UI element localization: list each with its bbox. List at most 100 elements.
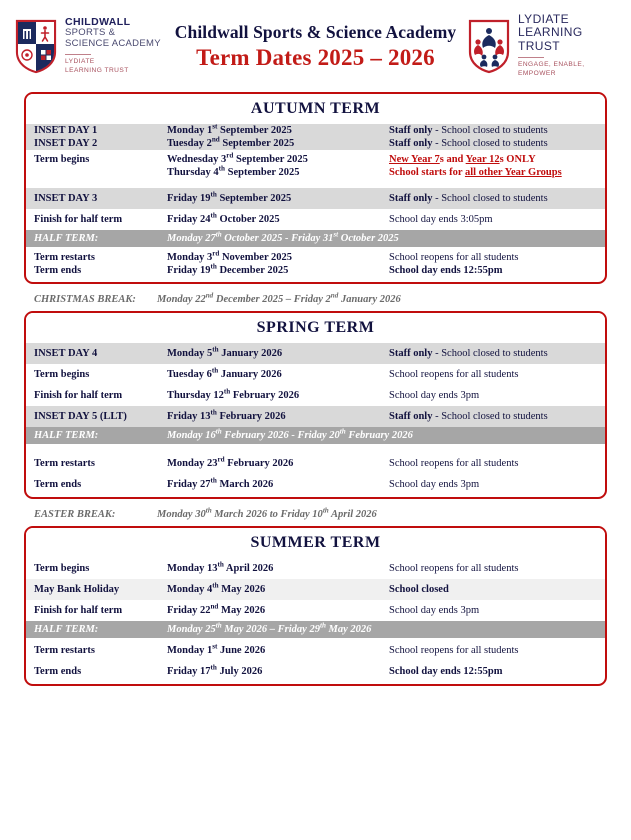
break-dates: Monday 30th March 2026 to Friday 10th Ap… <box>157 506 377 520</box>
row-label: INSET DAY 2 <box>34 138 98 149</box>
page-header: CHILDWALL SPORTS & SCIENCE ACADEMY LYDIA… <box>0 0 631 92</box>
table-row: Term ends Friday 17th July 2026 School d… <box>26 661 605 684</box>
childwall-logo-trust-line2: LEARNING TRUST <box>65 66 129 74</box>
half-term-dates: Monday 25th May 2026 – Friday 29th May 2… <box>167 621 372 635</box>
row-note: Staff only - School closed to students <box>389 193 548 204</box>
table-row: Term restarts Monday 23rd February 2026 … <box>26 453 605 474</box>
table-row: Term restarts Monday 1st June 2026 Schoo… <box>26 638 605 661</box>
break-label: CHRISTMAS BREAK: <box>34 294 136 305</box>
row-label: INSET DAY 1 <box>34 125 98 136</box>
lydiate-logo-line1: LYDIATE <box>518 11 570 26</box>
half-term-label: HALF TERM: <box>34 624 99 635</box>
row-label: Term ends <box>34 265 82 276</box>
table-row: Thursday 4th September 2025 School start… <box>26 164 605 179</box>
easter-break-line: EASTER BREAK: Monday 30th March 2026 to … <box>24 505 607 526</box>
header-titles: Childwall Sports & Science Academy Term … <box>164 22 467 71</box>
half-term-label: HALF TERM: <box>34 430 99 441</box>
childwall-logo-line2: SPORTS & <box>65 27 116 39</box>
row-date: Monday 23rd February 2026 <box>167 455 294 469</box>
row-date: Wednesday 3rd September 2025 <box>167 151 308 165</box>
row-note: Staff only - School closed to students <box>389 411 548 422</box>
table-row: Term begins Monday 13th April 2026 Schoo… <box>26 558 605 579</box>
page-title: Childwall Sports & Science Academy <box>174 21 457 42</box>
row-date: Tuesday 2nd September 2025 <box>167 135 295 149</box>
row-date: Monday 3rd November 2025 <box>167 249 293 263</box>
row-note: School day ends 3pm <box>389 479 480 490</box>
row-note: School closed <box>389 584 449 595</box>
table-row: INSET DAY 2 Tuesday 2nd September 2025 S… <box>26 135 605 150</box>
row-date: Friday 13th February 2026 <box>167 408 286 422</box>
row-label: Finish for half term <box>34 390 123 401</box>
table-row: Term restarts Monday 3rd November 2025 S… <box>26 247 605 264</box>
row-note: Staff only - School closed to students <box>389 138 548 149</box>
row-date: Friday 19th September 2025 <box>167 190 292 204</box>
row-date: Monday 1st June 2026 <box>167 642 266 656</box>
table-row: INSET DAY 3 Friday 19th September 2025 S… <box>26 188 605 209</box>
row-note: School reopens for all students <box>389 458 519 469</box>
break-label: EASTER BREAK: <box>34 509 116 520</box>
row-label: Finish for half term <box>34 214 123 225</box>
table-row: May Bank Holiday Monday 4th May 2026 Sch… <box>26 579 605 600</box>
row-date: Monday 1st September 2025 <box>167 122 292 136</box>
table-row: Term begins Wednesday 3rd September 2025… <box>26 150 605 166</box>
christmas-break-line: CHRISTMAS BREAK: Monday 22nd December 20… <box>24 290 607 311</box>
row-note: School day ends 3pm <box>389 605 480 616</box>
row-note: School reopens for all students <box>389 369 519 380</box>
row-label: Term restarts <box>34 252 95 263</box>
row-spacer <box>26 444 605 453</box>
autumn-term-title: AUTUMN TERM <box>26 94 605 124</box>
spring-term-title: SPRING TERM <box>26 313 605 343</box>
childwall-logo-line1: CHILDWALL <box>65 15 131 28</box>
table-row: Finish for half term Friday 22nd May 202… <box>26 600 605 621</box>
table-row: INSET DAY 1 Monday 1st September 2025 St… <box>26 122 605 137</box>
spring-term-box: SPRING TERM INSET DAY 4 Monday 5th Janua… <box>24 311 607 499</box>
half-term-dates: Monday 16th February 2026 - Friday 20th … <box>167 427 413 441</box>
lydiate-logo-text: LYDIATE LEARNING TRUST ENGAGE, ENABLE, E… <box>518 11 585 79</box>
table-row: Finish for half term Thursday 12th Febru… <box>26 385 605 406</box>
childwall-logo-text: CHILDWALL SPORTS & SCIENCE ACADEMY LYDIA… <box>65 15 161 76</box>
row-label: Term restarts <box>34 458 95 469</box>
half-term-label: HALF TERM: <box>34 233 99 244</box>
table-row: INSET DAY 4 Monday 5th January 2026 Staf… <box>26 343 605 364</box>
lydiate-tagline-line2: EMPOWER <box>518 70 556 78</box>
summer-term-box: SUMMER TERM Term begins Monday 13th Apri… <box>24 526 607 686</box>
childwall-logo-divider <box>65 53 91 55</box>
row-date: Monday 5th January 2026 <box>167 345 283 359</box>
row-label: Term begins <box>34 369 90 380</box>
row-note: School day ends 12:55pm <box>389 265 503 276</box>
lydiate-logo-line3: TRUST <box>518 38 560 53</box>
table-row: INSET DAY 5 (LLT) Friday 13th February 2… <box>26 406 605 427</box>
table-row: Term begins Tuesday 6th January 2026 Sch… <box>26 364 605 385</box>
row-date: Tuesday 6th January 2026 <box>167 366 282 380</box>
lydiate-crest-icon <box>467 18 511 74</box>
row-date: Friday 22nd May 2026 <box>167 602 266 616</box>
row-label: INSET DAY 5 (LLT) <box>34 411 127 422</box>
half-term-banner: HALF TERM: Monday 25th May 2026 – Friday… <box>26 621 605 638</box>
row-label: INSET DAY 3 <box>34 193 98 204</box>
row-date: Thursday 12th February 2026 <box>167 387 300 401</box>
row-label: INSET DAY 4 <box>34 348 98 359</box>
half-term-banner: HALF TERM: Monday 27th October 2025 - Fr… <box>26 230 605 247</box>
row-note: Staff only - School closed to students <box>389 125 548 136</box>
row-label: Term begins <box>34 154 90 165</box>
childwall-sports-science-academy-logo: CHILDWALL SPORTS & SCIENCE ACADEMY LYDIA… <box>14 15 164 76</box>
row-label: May Bank Holiday <box>34 584 120 595</box>
table-row: Term ends Friday 19th December 2025 Scho… <box>26 263 605 282</box>
row-spacer <box>26 179 605 188</box>
lydiate-tagline-line1: ENGAGE, ENABLE, <box>518 61 585 69</box>
table-row: Term ends Friday 27th March 2026 School … <box>26 474 605 497</box>
row-date: Friday 27th March 2026 <box>167 476 274 490</box>
row-label: Term begins <box>34 563 90 574</box>
half-term-dates: Monday 27th October 2025 - Friday 31st O… <box>167 230 399 244</box>
row-label: Term ends <box>34 479 82 490</box>
childwall-logo-trust-line1: LYDIATE <box>65 57 95 65</box>
row-date: Thursday 4th September 2025 <box>167 164 300 178</box>
page-subtitle: Term Dates 2025 – 2026 <box>196 44 435 70</box>
table-row: Finish for half term Friday 24th October… <box>26 209 605 230</box>
row-note: School starts for all other Year Groups <box>389 167 562 178</box>
row-label: Finish for half term <box>34 605 123 616</box>
row-date: Monday 4th May 2026 <box>167 581 266 595</box>
row-date: Friday 24th October 2025 <box>167 211 280 225</box>
row-note: School day ends 3pm <box>389 390 480 401</box>
row-note: School reopens for all students <box>389 563 519 574</box>
